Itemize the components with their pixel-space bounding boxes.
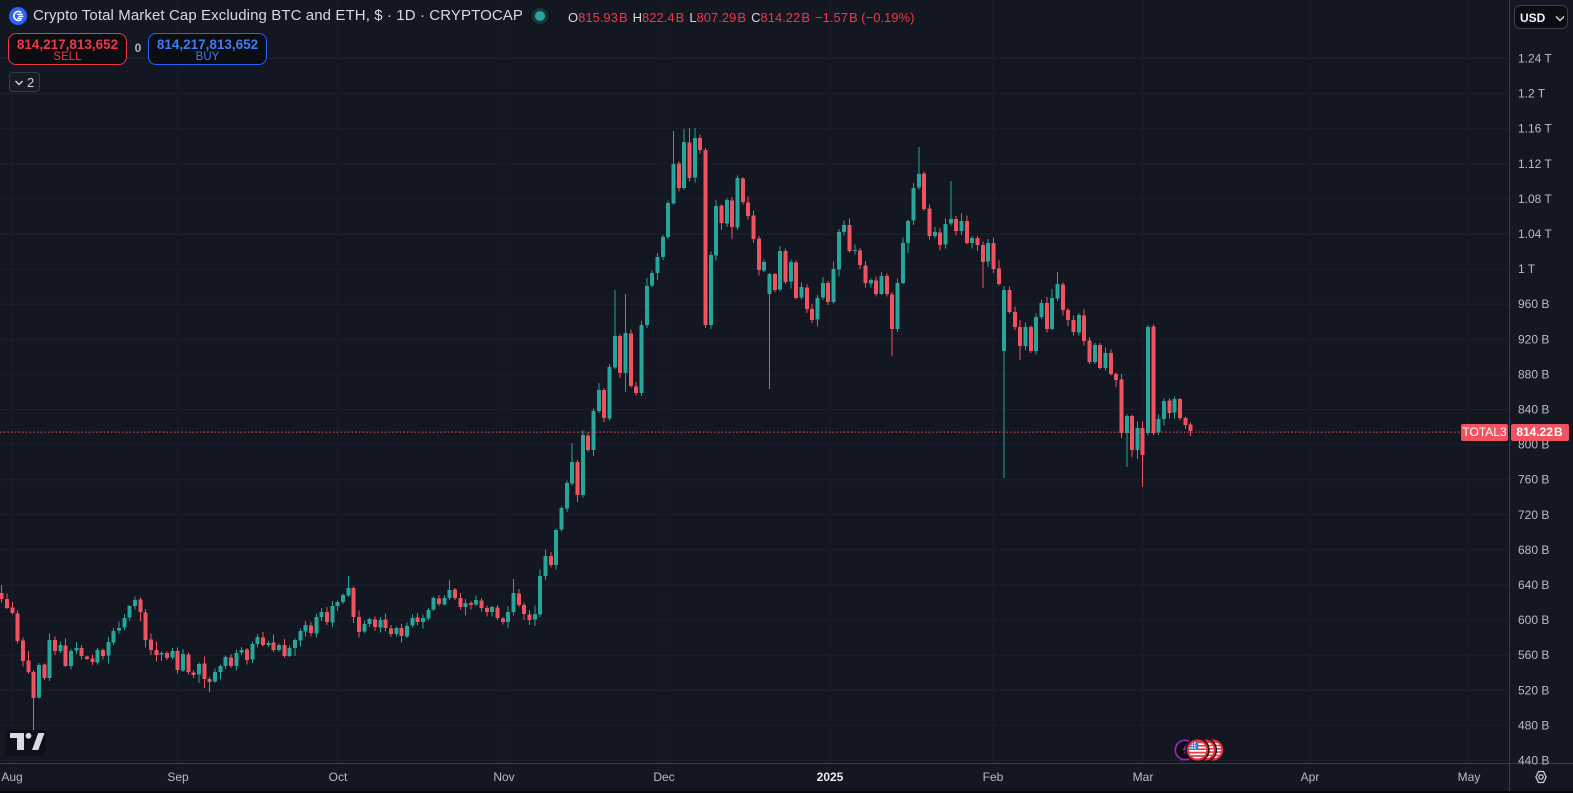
svg-text:1.12 T: 1.12 T (1518, 157, 1552, 171)
svg-text:Mar: Mar (1133, 770, 1154, 784)
svg-text:440 B: 440 B (1518, 754, 1549, 768)
svg-text:680 B: 680 B (1518, 543, 1549, 557)
svg-text:Sep: Sep (167, 770, 189, 784)
svg-text:1.08 T: 1.08 T (1518, 192, 1552, 206)
svg-text:Nov: Nov (493, 770, 514, 784)
svg-text:960 B: 960 B (1518, 297, 1549, 311)
svg-text:1.24 T: 1.24 T (1518, 52, 1552, 66)
svg-text:600 B: 600 B (1518, 613, 1549, 627)
svg-text:Feb: Feb (983, 770, 1004, 784)
svg-text:1.16 T: 1.16 T (1518, 122, 1552, 136)
svg-text:520 B: 520 B (1518, 683, 1549, 697)
svg-text:Dec: Dec (653, 770, 674, 784)
svg-text:760 B: 760 B (1518, 473, 1549, 487)
svg-text:1.04 T: 1.04 T (1518, 227, 1552, 241)
svg-text:640 B: 640 B (1518, 578, 1549, 592)
svg-text:Apr: Apr (1301, 770, 1320, 784)
svg-text:800 B: 800 B (1518, 438, 1549, 452)
svg-text:Aug: Aug (1, 770, 22, 784)
svg-text:720 B: 720 B (1518, 508, 1549, 522)
svg-text:1.2 T: 1.2 T (1518, 87, 1546, 101)
svg-text:Oct: Oct (329, 770, 348, 784)
svg-text:920 B: 920 B (1518, 332, 1549, 346)
svg-text:840 B: 840 B (1518, 403, 1549, 417)
svg-text:May: May (1458, 770, 1481, 784)
svg-text:2025: 2025 (817, 770, 844, 784)
svg-text:880 B: 880 B (1518, 367, 1549, 381)
svg-text:480 B: 480 B (1518, 718, 1549, 732)
svg-text:1 T: 1 T (1518, 262, 1536, 276)
svg-text:560 B: 560 B (1518, 648, 1549, 662)
